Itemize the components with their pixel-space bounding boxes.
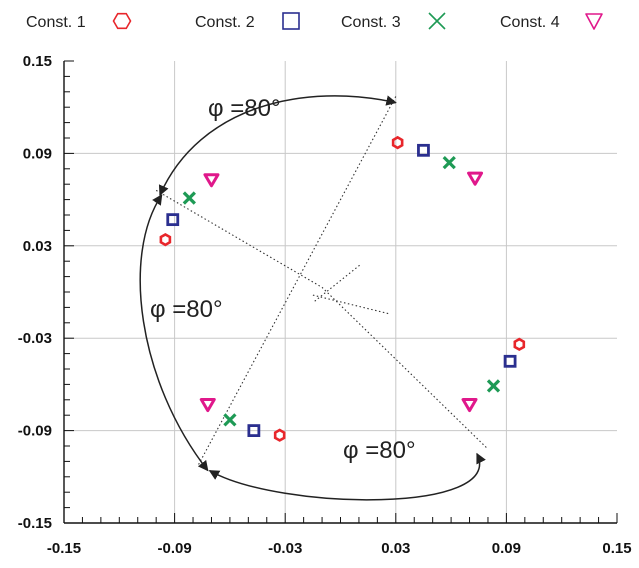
- data-point: [467, 171, 484, 186]
- data-point: [417, 143, 430, 157]
- data-point: [247, 424, 261, 438]
- data-point: [182, 191, 196, 205]
- dotted-line: [198, 96, 397, 465]
- legend: Const. 1 Const. 2 Const. 3 Const. 4: [26, 12, 603, 31]
- data-point: [159, 232, 172, 247]
- y-tick-label: -0.03: [18, 330, 52, 347]
- data-point: [513, 337, 526, 352]
- data-point: [166, 213, 180, 227]
- data-point: [199, 398, 216, 413]
- legend-marker: [585, 13, 603, 30]
- data-point: [203, 173, 220, 188]
- data-point: [486, 379, 501, 393]
- y-tick-label: 0.15: [23, 53, 52, 70]
- gridlines: [64, 61, 617, 523]
- rotation-arrow: [158, 95, 397, 196]
- legend-label: Const. 2: [195, 14, 255, 31]
- dotted-line: [314, 263, 362, 302]
- angle-annotation: φ =80°: [208, 95, 281, 122]
- x-tick-label: 0.15: [602, 540, 631, 557]
- data-point: [391, 135, 404, 150]
- rotation-arrow: [139, 194, 209, 472]
- dotted-line: [155, 189, 489, 450]
- x-tick-label: -0.09: [157, 540, 191, 557]
- data-point: [223, 413, 237, 427]
- x-tick-label: -0.03: [268, 540, 302, 557]
- data-points: [159, 135, 526, 442]
- data-point: [442, 156, 456, 170]
- dotted-guide-lines: [155, 96, 489, 465]
- legend-label: Const. 4: [500, 14, 560, 31]
- y-tick-label: -0.09: [18, 423, 52, 440]
- dotted-line: [312, 294, 389, 315]
- y-tick-label: 0.03: [23, 238, 52, 255]
- rotation-arcs: [139, 95, 486, 501]
- data-point: [461, 398, 478, 413]
- legend-label: Const. 1: [26, 14, 86, 31]
- data-point: [503, 354, 517, 368]
- angle-annotation: φ =80°: [150, 296, 223, 323]
- x-tick-label: 0.09: [492, 540, 521, 557]
- annotations: φ =80° φ =80° φ =80°: [150, 95, 416, 464]
- legend-marker: [282, 12, 300, 30]
- axes: -0.15 -0.09 -0.03 0.03 0.09 0.15 0.15 0.09 0.03 -…: [18, 53, 632, 557]
- x-tick-label: -0.15: [47, 540, 81, 557]
- legend-marker: [112, 12, 132, 30]
- y-tick-label: 0.09: [23, 145, 52, 162]
- y-tick-label: -0.15: [18, 515, 52, 532]
- data-point: [273, 428, 286, 442]
- x-tick-label: 0.03: [381, 540, 410, 557]
- legend-label: Const. 3: [341, 14, 401, 31]
- rotation-arrow: [208, 452, 486, 501]
- legend-marker: [428, 12, 446, 30]
- angle-annotation: φ =80°: [343, 437, 416, 464]
